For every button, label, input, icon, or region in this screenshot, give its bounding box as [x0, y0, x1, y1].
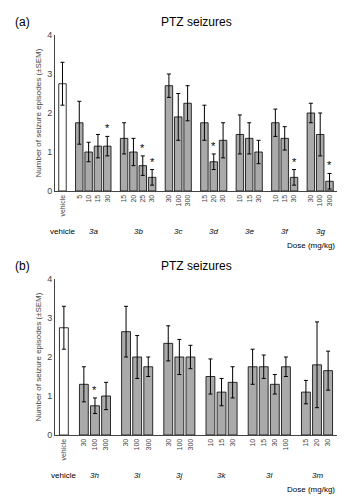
svg-text:3i: 3i	[134, 471, 140, 480]
svg-text:300: 300	[184, 195, 191, 207]
svg-text:30: 30	[148, 195, 155, 203]
svg-text:2: 2	[47, 352, 52, 362]
svg-text:(a): (a)	[15, 15, 30, 29]
svg-text:100: 100	[176, 439, 183, 451]
svg-text:3: 3	[47, 313, 52, 323]
svg-text:15: 15	[246, 195, 253, 203]
svg-text:3f: 3f	[281, 227, 288, 236]
svg-text:15: 15	[120, 195, 127, 203]
svg-text:5: 5	[76, 195, 83, 199]
svg-text:3b: 3b	[134, 227, 143, 236]
svg-text:2: 2	[47, 108, 52, 118]
svg-text:30: 30	[122, 439, 129, 447]
svg-text:300: 300	[145, 439, 152, 451]
svg-text:3d: 3d	[209, 227, 218, 236]
svg-text:20: 20	[313, 439, 320, 447]
svg-text:15: 15	[201, 195, 208, 203]
svg-text:0: 0	[47, 186, 52, 196]
svg-text:*: *	[211, 140, 216, 152]
svg-text:100: 100	[91, 439, 98, 451]
svg-text:300: 300	[187, 439, 194, 451]
svg-text:PTZ seizures: PTZ seizures	[161, 15, 232, 29]
svg-text:*: *	[140, 142, 145, 154]
svg-text:3a: 3a	[89, 227, 98, 236]
svg-text:30: 30	[271, 439, 278, 447]
svg-text:*: *	[105, 122, 110, 134]
svg-text:Dose (mg/kg): Dose (mg/kg)	[287, 241, 335, 250]
svg-text:100: 100	[175, 195, 182, 207]
svg-text:(b): (b)	[15, 259, 30, 273]
svg-text:4: 4	[47, 274, 52, 284]
svg-text:15: 15	[260, 439, 267, 447]
svg-text:30: 30	[219, 195, 226, 203]
svg-text:10: 10	[207, 439, 214, 447]
svg-text:30: 30	[165, 439, 172, 447]
svg-text:30: 30	[255, 195, 262, 203]
svg-text:30: 30	[307, 195, 314, 203]
svg-text:3e: 3e	[245, 227, 254, 236]
svg-text:0: 0	[47, 430, 52, 440]
svg-text:4: 4	[47, 30, 52, 40]
svg-text:3j: 3j	[176, 471, 182, 480]
svg-text:1: 1	[47, 391, 52, 401]
svg-text:30: 30	[290, 195, 297, 203]
svg-text:*: *	[92, 384, 97, 396]
svg-text:3h: 3h	[90, 471, 99, 480]
svg-text:Number of seizure episodes (±S: Number of seizure episodes (±SEM)	[34, 292, 43, 421]
svg-text:*: *	[292, 156, 297, 168]
svg-text:15: 15	[281, 195, 288, 203]
svg-text:3k: 3k	[217, 471, 226, 480]
svg-text:Dose (mg/kg): Dose (mg/kg)	[287, 485, 335, 494]
svg-text:3m: 3m	[312, 471, 323, 480]
svg-text:10: 10	[249, 439, 256, 447]
svg-text:30: 30	[229, 439, 236, 447]
svg-text:*: *	[150, 156, 155, 168]
svg-text:10: 10	[272, 195, 279, 203]
svg-text:15: 15	[302, 439, 309, 447]
svg-text:PTZ seizures: PTZ seizures	[161, 259, 232, 273]
svg-text:30: 30	[165, 195, 172, 203]
svg-text:30: 30	[324, 439, 331, 447]
svg-text:20: 20	[130, 195, 137, 203]
svg-text:100: 100	[282, 439, 289, 451]
svg-text:*: *	[327, 159, 332, 171]
svg-text:vehicle: vehicle	[51, 471, 76, 480]
svg-text:15: 15	[218, 439, 225, 447]
svg-text:Number of seizure episodes (±S: Number of seizure episodes (±SEM)	[34, 48, 43, 177]
svg-text:100: 100	[316, 195, 323, 207]
svg-text:10: 10	[85, 195, 92, 203]
svg-text:30: 30	[80, 439, 87, 447]
svg-text:vehicle: vehicle	[60, 439, 67, 461]
svg-text:1: 1	[47, 147, 52, 157]
svg-text:10: 10	[236, 195, 243, 203]
svg-text:20: 20	[210, 195, 217, 203]
svg-text:3l: 3l	[266, 471, 272, 480]
svg-text:25: 25	[139, 195, 146, 203]
svg-text:300: 300	[326, 195, 333, 207]
svg-text:300: 300	[102, 439, 109, 451]
svg-text:15: 15	[94, 195, 101, 203]
svg-text:3g: 3g	[316, 227, 325, 236]
svg-text:vehicle: vehicle	[50, 227, 75, 236]
svg-text:100: 100	[133, 439, 140, 451]
svg-text:30: 30	[104, 195, 111, 203]
svg-text:vehicle: vehicle	[59, 195, 66, 217]
svg-text:3c: 3c	[174, 227, 182, 236]
svg-text:3: 3	[47, 69, 52, 79]
